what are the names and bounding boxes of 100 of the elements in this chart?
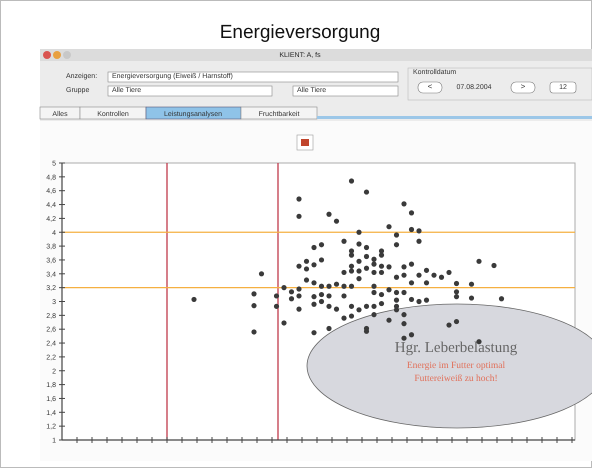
point xyxy=(318,284,324,289)
point xyxy=(378,292,384,298)
point xyxy=(416,272,422,278)
annotation: Energie im Futter optimal xyxy=(406,361,506,371)
point xyxy=(356,230,362,235)
point xyxy=(296,286,302,292)
point xyxy=(318,257,324,263)
point xyxy=(371,312,377,318)
point xyxy=(274,304,280,309)
point xyxy=(371,270,377,276)
point xyxy=(408,226,414,232)
point xyxy=(416,298,422,304)
point xyxy=(401,290,407,296)
point xyxy=(364,244,370,250)
point xyxy=(326,212,332,217)
point xyxy=(341,270,347,276)
point xyxy=(364,304,370,309)
point xyxy=(468,295,474,301)
point xyxy=(394,298,400,303)
point xyxy=(424,280,430,286)
point xyxy=(364,189,370,195)
point xyxy=(386,264,392,270)
point xyxy=(371,284,377,289)
text: < xyxy=(428,82,433,91)
point xyxy=(491,262,497,268)
point xyxy=(334,218,340,224)
point xyxy=(394,274,400,280)
point xyxy=(288,289,294,294)
point xyxy=(416,228,422,234)
point xyxy=(386,287,392,292)
point xyxy=(348,264,354,269)
point xyxy=(341,293,347,299)
annotation: Hgr. Leberbelastung xyxy=(394,340,518,356)
point xyxy=(356,241,362,247)
point xyxy=(401,264,407,270)
point xyxy=(401,336,407,341)
point xyxy=(371,304,377,309)
point xyxy=(296,214,302,219)
point xyxy=(408,332,414,338)
point xyxy=(296,293,302,299)
point xyxy=(408,262,414,267)
point xyxy=(408,296,414,302)
point xyxy=(296,306,302,312)
point xyxy=(318,242,324,248)
point xyxy=(348,268,354,274)
point xyxy=(318,292,324,298)
point xyxy=(364,254,370,260)
point xyxy=(348,313,354,319)
point xyxy=(334,282,340,287)
chart-title: Energieversorgung xyxy=(220,22,380,43)
point xyxy=(288,296,294,302)
point xyxy=(438,274,444,280)
point xyxy=(251,291,257,296)
point xyxy=(296,264,302,269)
point xyxy=(394,242,400,248)
point xyxy=(326,284,332,289)
point xyxy=(468,282,474,287)
point xyxy=(408,280,414,286)
point xyxy=(191,296,197,302)
point xyxy=(311,244,317,250)
point xyxy=(446,270,452,276)
point xyxy=(348,178,354,184)
point xyxy=(401,321,407,326)
point xyxy=(311,330,317,336)
point xyxy=(311,280,317,286)
text: > xyxy=(520,82,526,91)
point xyxy=(311,294,317,300)
point xyxy=(304,277,310,283)
point xyxy=(304,258,310,264)
point xyxy=(416,238,422,244)
point xyxy=(356,276,362,282)
point xyxy=(378,270,384,276)
point xyxy=(446,322,452,328)
point xyxy=(431,272,437,278)
point xyxy=(326,304,332,309)
point xyxy=(311,262,317,268)
point xyxy=(341,316,347,321)
point xyxy=(424,268,430,273)
annotation: Futtereiweiß zu hoch! xyxy=(414,374,498,384)
point xyxy=(356,268,362,274)
point xyxy=(318,298,324,304)
point xyxy=(424,298,430,303)
point xyxy=(378,300,384,306)
point xyxy=(326,293,332,299)
point xyxy=(281,320,287,326)
point xyxy=(296,196,302,202)
point xyxy=(408,210,414,216)
point xyxy=(341,284,347,289)
point xyxy=(371,256,377,262)
point xyxy=(304,266,310,272)
point xyxy=(476,258,482,264)
point xyxy=(251,329,257,335)
point xyxy=(394,290,400,296)
point xyxy=(281,285,287,290)
point xyxy=(394,232,400,238)
point xyxy=(348,304,354,309)
point xyxy=(348,252,354,258)
point xyxy=(378,264,384,269)
point xyxy=(454,294,460,300)
point xyxy=(378,252,384,258)
